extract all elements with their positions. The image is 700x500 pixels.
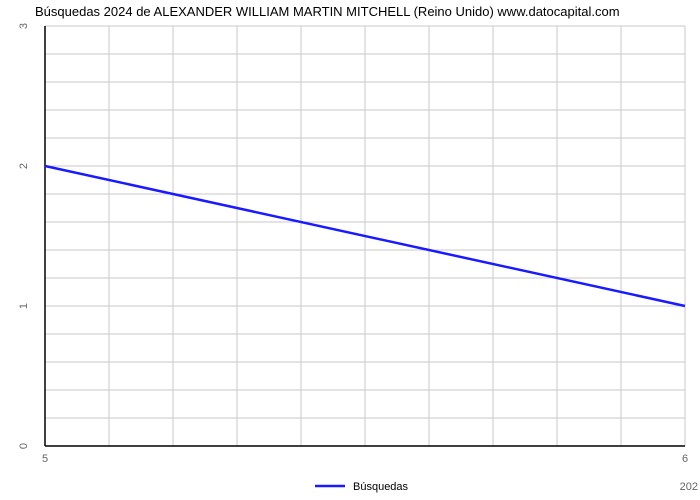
y-tick-label: 3 <box>18 23 30 29</box>
x-tick-label: 5 <box>42 453 48 465</box>
chart-title: Búsquedas 2024 de ALEXANDER WILLIAM MART… <box>35 4 620 19</box>
y-tick-label: 2 <box>18 163 30 169</box>
chart-svg: 0 1 2 3 5 6 Búsquedas 2024 de ALEXANDER WILLIA… <box>0 0 700 500</box>
year-label: 202 <box>680 481 698 493</box>
y-tick-label: 1 <box>18 303 30 309</box>
line-chart: 0 1 2 3 5 6 Búsquedas 2024 de ALEXANDER WILLIA… <box>0 0 700 500</box>
x-tick-label: 6 <box>682 453 688 465</box>
legend-label: Búsquedas <box>353 481 409 493</box>
y-tick-label: 0 <box>18 443 30 449</box>
